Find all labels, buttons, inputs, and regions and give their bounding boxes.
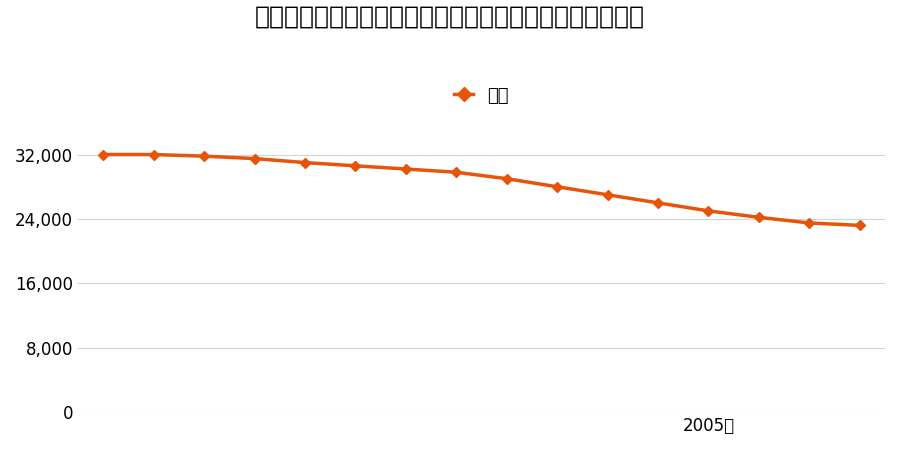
価格 (552, 184, 562, 189)
価格 (350, 163, 361, 168)
Text: 福島県双葉郡浪江町大字川添字サク田１７番１の地価推移: 福島県双葉郡浪江町大字川添字サク田１７番１の地価推移 (255, 4, 645, 28)
価格 (148, 152, 159, 157)
価格 (400, 166, 411, 172)
価格 (652, 200, 663, 206)
価格 (451, 170, 462, 175)
Legend: 価格: 価格 (447, 79, 516, 112)
価格 (703, 208, 714, 214)
価格 (602, 192, 613, 198)
価格 (804, 220, 814, 225)
価格 (854, 223, 865, 228)
価格 (501, 176, 512, 181)
価格 (249, 156, 260, 161)
価格 (199, 153, 210, 159)
価格 (753, 215, 764, 220)
Line: 価格: 価格 (100, 151, 863, 229)
価格 (300, 160, 310, 165)
価格 (98, 152, 109, 157)
